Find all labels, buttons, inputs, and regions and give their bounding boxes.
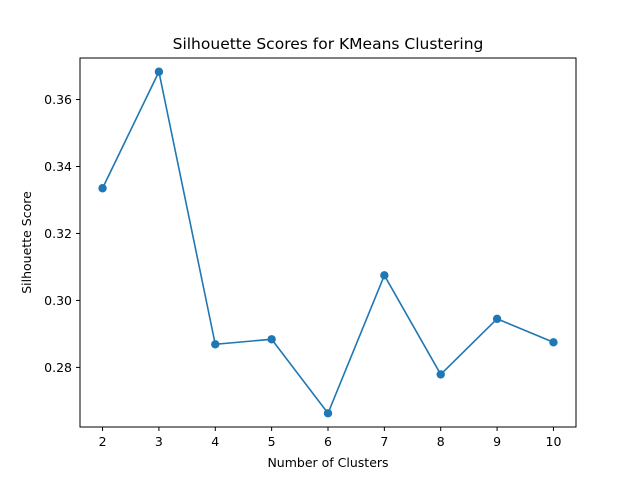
data-point [154,67,164,76]
plot-frame [79,57,577,428]
x-tick-label: 8 [437,434,445,449]
x-tick-label: 2 [99,434,107,449]
y-tick-label: 0.32 [44,226,72,241]
y-tick-label: 0.34 [44,159,72,174]
data-point [323,409,333,418]
series-line [101,69,554,415]
x-tick-label: 4 [211,434,219,449]
x-tick-label: 3 [155,434,163,449]
y-axis-label: Silhouette Score [19,191,34,294]
x-tick-label: 9 [493,434,501,449]
y-axis-ticks: 0.28 0.30 0.32 0.34 0.36 [44,92,80,375]
x-axis-ticks: 2 3 4 5 6 7 8 9 10 [99,427,562,449]
data-point [549,338,558,347]
x-tick-label: 6 [324,434,332,449]
data-point [267,335,276,344]
chart-title: Silhouette Scores for KMeans Clustering [173,35,484,53]
data-point [436,370,445,379]
y-tick-label: 0.30 [44,293,72,308]
x-tick-label: 10 [546,434,562,449]
y-tick-label: 0.36 [44,92,72,107]
series-layer [98,67,558,418]
x-tick-label: 5 [268,434,276,449]
data-point [380,271,389,280]
x-tick-label: 7 [380,434,388,449]
x-axis-label: Number of Clusters [267,455,388,470]
y-tick-label: 0.28 [44,360,72,375]
data-point [492,314,502,324]
data-point [211,340,220,349]
data-point [98,184,107,193]
